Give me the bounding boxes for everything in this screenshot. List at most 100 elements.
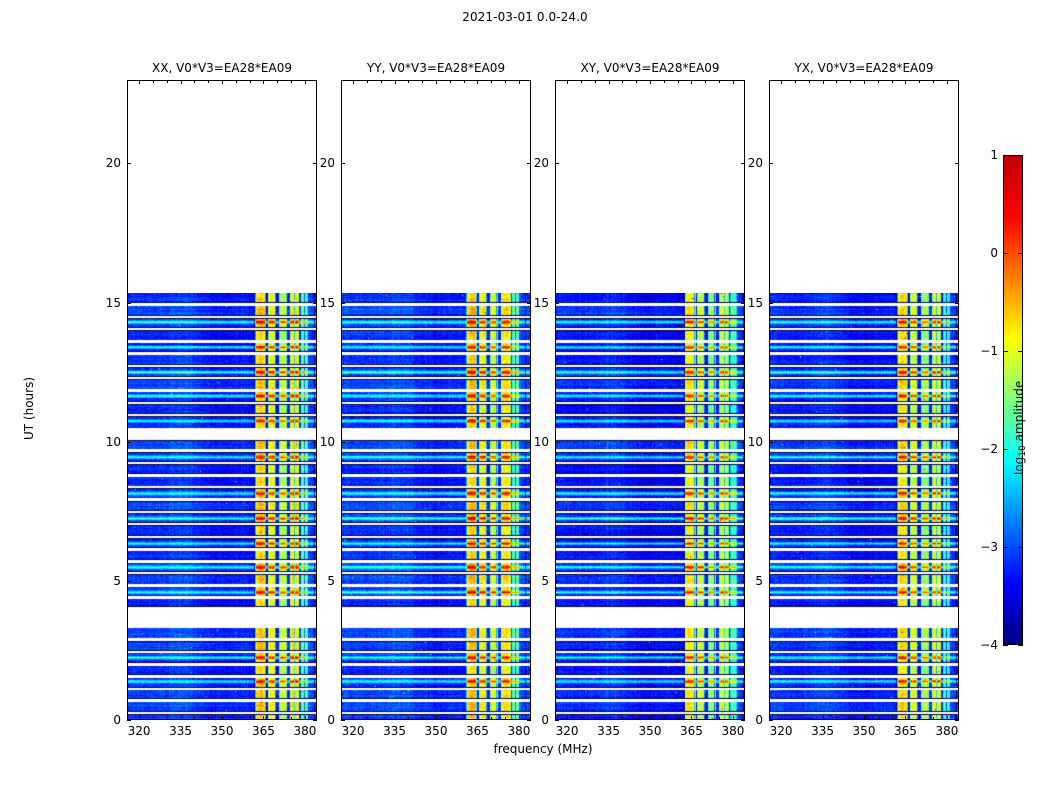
colorbar-tick <box>1018 449 1023 450</box>
x-tick-label: 365 <box>252 724 275 738</box>
spectrum-canvas-xy <box>556 293 744 719</box>
y-tick <box>341 580 345 582</box>
y-tick <box>741 163 745 165</box>
x-minor-tick <box>850 717 852 720</box>
x-minor-tick <box>152 717 154 720</box>
y-tick-label: 0 <box>755 713 763 727</box>
x-minor-tick <box>877 80 879 83</box>
x-minor-tick <box>794 80 796 83</box>
y-tick <box>955 163 959 165</box>
x-tick <box>781 80 783 84</box>
y-tick-label: 0 <box>327 713 335 727</box>
x-tick <box>304 80 306 84</box>
y-tick-label: 10 <box>747 434 763 449</box>
x-tick <box>222 716 223 720</box>
x-tick <box>263 716 265 720</box>
x-minor-tick <box>836 80 838 83</box>
spectrum-panel-xy[interactable] <box>555 80 745 720</box>
spectrum-panel-xx[interactable] <box>127 80 317 720</box>
x-tick-label: 380 <box>935 724 959 738</box>
x-tick <box>905 716 907 720</box>
colorbar-tick <box>1018 351 1023 352</box>
x-tick-label: 350 <box>424 724 448 738</box>
y-tick <box>769 720 773 721</box>
y-tick-label: 5 <box>113 573 121 588</box>
y-tick <box>555 302 559 304</box>
x-minor-tick <box>366 80 368 83</box>
x-minor-tick <box>505 717 507 720</box>
x-tick <box>139 716 141 720</box>
x-tick <box>436 716 437 720</box>
colorbar[interactable] <box>1003 155 1023 645</box>
x-tick-label: 320 <box>555 724 579 738</box>
x-tick <box>781 716 783 720</box>
colorbar-tick-label: −2 <box>980 442 998 456</box>
y-tick <box>555 441 559 443</box>
x-tick-label: 350 <box>638 724 662 738</box>
x-tick-label: 365 <box>680 724 703 738</box>
x-minor-tick <box>677 80 679 83</box>
x-minor-tick <box>705 80 707 83</box>
x-tick <box>946 716 948 720</box>
y-tick <box>555 580 559 582</box>
spectrum-data-yx <box>770 293 958 719</box>
x-minor-tick <box>622 717 624 720</box>
x-minor-tick <box>491 717 493 720</box>
x-tick-label: 350 <box>210 724 234 738</box>
y-tick-label: 20 <box>533 156 549 171</box>
y-tick-label: 15 <box>747 295 763 310</box>
x-tick <box>139 80 141 84</box>
colorbar-tick <box>1018 155 1023 156</box>
y-tick <box>527 580 531 582</box>
x-minor-tick <box>194 717 196 720</box>
y-tick <box>769 580 773 582</box>
x-minor-tick <box>719 80 721 83</box>
y-tick-label: 10 <box>319 434 335 449</box>
colorbar-tick <box>1018 253 1023 254</box>
x-minor-tick <box>919 80 921 83</box>
x-minor-tick <box>663 717 665 720</box>
x-minor-tick <box>719 717 721 720</box>
x-minor-tick <box>808 80 810 83</box>
x-tick <box>567 716 569 720</box>
y-tick-label: 0 <box>541 713 549 727</box>
y-tick <box>769 441 773 443</box>
y-tick-label: 20 <box>319 156 335 171</box>
x-minor-tick <box>677 717 679 720</box>
x-minor-tick <box>505 80 507 83</box>
x-minor-tick <box>594 717 596 720</box>
colorbar-label-suffix: amplitude <box>1012 380 1026 446</box>
y-tick-label: 20 <box>105 156 121 171</box>
x-minor-tick <box>933 80 935 83</box>
colorbar-tick <box>1003 155 1008 156</box>
colorbar-label: log10 amplitude <box>1012 381 1028 475</box>
x-minor-tick <box>919 717 921 720</box>
colorbar-tick <box>1003 547 1008 548</box>
x-minor-tick <box>463 717 465 720</box>
panel-title-xy: XY, V0*V3=EA28*EA09 <box>580 61 720 75</box>
y-tick-label: 20 <box>747 156 763 171</box>
spectrum-data-xx <box>128 293 316 719</box>
spectrum-canvas-xx <box>128 293 316 719</box>
x-tick <box>477 80 479 84</box>
x-tick <box>180 80 182 84</box>
spectrum-panel-yy[interactable] <box>341 80 531 720</box>
spectrum-panel-yx[interactable] <box>769 80 959 720</box>
y-tick <box>313 302 317 304</box>
y-tick <box>955 302 959 304</box>
colorbar-tick <box>1003 645 1008 646</box>
spectrum-canvas-yx <box>770 293 958 719</box>
x-minor-tick <box>249 717 251 720</box>
x-tick <box>822 80 824 84</box>
x-minor-tick <box>194 80 196 83</box>
figure-suptitle: 2021-03-01 0.0-24.0 <box>462 10 588 24</box>
x-tick <box>732 716 734 720</box>
x-tick <box>180 716 182 720</box>
x-minor-tick <box>380 80 382 83</box>
x-minor-tick <box>208 80 210 83</box>
x-minor-tick <box>808 717 810 720</box>
y-tick <box>955 720 959 721</box>
x-minor-tick <box>449 80 451 83</box>
x-tick-label: 380 <box>293 724 317 738</box>
